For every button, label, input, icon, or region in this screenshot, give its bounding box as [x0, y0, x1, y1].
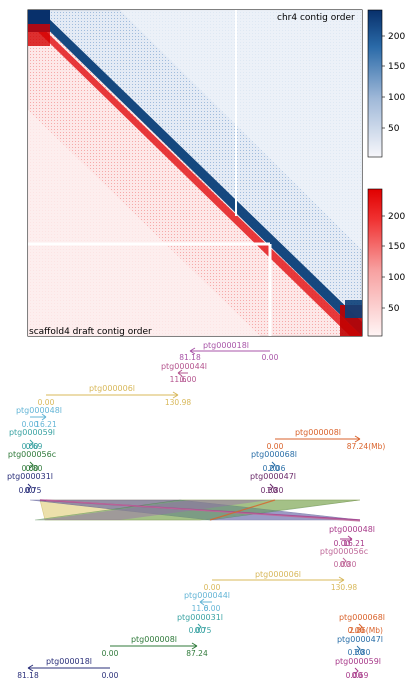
svg-text:ptg000068l: ptg000068l: [339, 613, 385, 622]
svg-text:1.80: 1.80: [267, 486, 284, 495]
svg-text:0.00: 0.00: [22, 420, 39, 429]
svg-text:0.00: 0.00: [38, 398, 55, 407]
svg-text:ptg000031l: ptg000031l: [7, 472, 53, 481]
upper-track-ptg000048l: ptg000048l 0.00 16.21: [16, 406, 62, 429]
upper-track-ptg000044l: ptg000044l 11.6 0.00: [161, 362, 207, 384]
svg-text:ptg000008l: ptg000008l: [131, 635, 177, 644]
svg-text:ptg000048l: ptg000048l: [329, 525, 375, 534]
svg-text:0.00: 0.00: [102, 649, 119, 658]
svg-text:ptg000047l: ptg000047l: [250, 472, 296, 481]
svg-text:0.00: 0.00: [102, 671, 119, 680]
blue-tick: 50: [388, 124, 400, 134]
lower-track-ptg000068l: ptg000068l 0.00 2.06(Mb): [339, 613, 385, 635]
svg-text:2.06: 2.06: [269, 464, 286, 473]
lower-track-ptg000048l: ptg000048l 0.00 16.21: [329, 525, 375, 548]
svg-text:0.00: 0.00: [22, 464, 39, 473]
svg-text:0.69: 0.69: [26, 442, 43, 451]
svg-text:130.98: 130.98: [331, 583, 357, 592]
svg-text:0.75: 0.75: [25, 486, 42, 495]
lower-track-ptg000008l: ptg000008l 0.00 87.24: [102, 635, 208, 658]
upper-track-ptg000056c: ptg000056c 0.00 0.80: [8, 450, 56, 473]
svg-text:0.00: 0.00: [263, 464, 280, 473]
svg-text:0.00: 0.00: [334, 560, 351, 569]
svg-text:0.00: 0.00: [189, 626, 206, 635]
lower-contig-tracks: ptg000048l 0.00 16.21 ptg000056c 0.00 0.…: [17, 525, 385, 680]
synteny-ribbons: [29, 499, 361, 522]
svg-text:0.00: 0.00: [180, 375, 197, 384]
svg-text:ptg000056c: ptg000056c: [8, 450, 56, 459]
svg-text:ptg000059l: ptg000059l: [9, 428, 55, 437]
svg-text:ptg000018l: ptg000018l: [46, 657, 92, 666]
lower-track-ptg000006l: ptg000006l 0.00 130.98: [204, 570, 358, 592]
red-tick: 150: [388, 242, 405, 252]
lower-track-ptg000056c: ptg000056c 0.00 0.80: [320, 547, 368, 569]
lower-track-ptg000018l: ptg000018l 81.18 0.00: [17, 657, 118, 680]
svg-text:0.69: 0.69: [352, 671, 369, 680]
svg-text:ptg000031l: ptg000031l: [177, 613, 223, 622]
svg-text:0.00: 0.00: [348, 626, 365, 635]
red-tick: 50: [388, 304, 400, 314]
svg-text:1.80: 1.80: [354, 648, 371, 657]
svg-text:16.21: 16.21: [35, 420, 57, 429]
svg-text:81.18: 81.18: [179, 353, 201, 362]
lower-track-ptg000047l: ptg000047l 0.00 1.80: [337, 635, 383, 657]
upper-track-ptg000008l: ptg000008l 0.00 87.24(Mb): [267, 428, 386, 451]
svg-text:0.00: 0.00: [262, 353, 279, 362]
svg-text:ptg000068l: ptg000068l: [251, 450, 297, 459]
heatmap-bottom-label: scaffold4 draft contig order: [29, 327, 152, 337]
red-tick: 100: [388, 273, 405, 283]
svg-text:ptg000059l: ptg000059l: [335, 657, 381, 666]
contact-heatmap: chr4 contig order scaffold4 draft contig…: [27, 9, 363, 337]
blue-colorbar: 200 150 100 50: [367, 9, 405, 158]
heatmap-top-label: chr4 contig order: [277, 13, 355, 23]
blue-tick: 150: [388, 62, 405, 72]
lower-track-ptg000044l: ptg000044l 0.00 11.6: [184, 591, 230, 613]
svg-text:ptg000006l: ptg000006l: [255, 570, 301, 579]
svg-text:0.00: 0.00: [348, 648, 365, 657]
upper-track-ptg000059l: ptg000059l 0.00 0.69: [9, 428, 55, 451]
svg-text:0.00: 0.00: [204, 583, 221, 592]
upper-track-ptg000031l: ptg000031l 0.00 0.75: [7, 472, 53, 495]
svg-text:87.24(Mb): 87.24(Mb): [347, 442, 386, 451]
svg-text:0.00: 0.00: [22, 442, 39, 451]
svg-text:0.75: 0.75: [195, 626, 212, 635]
svg-text:ptg000044l: ptg000044l: [161, 362, 207, 371]
svg-text:0.80: 0.80: [340, 560, 357, 569]
lower-track-ptg000059l: ptg000059l 0.00 0.69: [335, 657, 381, 680]
svg-text:ptg000048l: ptg000048l: [16, 406, 62, 415]
svg-text:ptg000047l: ptg000047l: [337, 635, 383, 644]
upper-track-ptg000018l: ptg000018l 81.18 0.00: [179, 341, 278, 362]
svg-text:ptg000056c: ptg000056c: [320, 547, 368, 556]
svg-text:2.06(Mb): 2.06(Mb): [349, 626, 383, 635]
svg-text:0.00: 0.00: [261, 486, 278, 495]
upper-track-ptg000068l: ptg000068l 0.00 2.06: [251, 450, 297, 473]
upper-contig-tracks: ptg000018l 81.18 0.00 ptg000044l 11.6 0.…: [7, 341, 385, 495]
upper-track-ptg000047l: ptg000047l 0.00 1.80: [250, 472, 296, 495]
svg-text:0.00: 0.00: [19, 486, 36, 495]
svg-text:ptg000006l: ptg000006l: [89, 384, 135, 393]
svg-text:11.6: 11.6: [192, 604, 209, 613]
svg-text:0.00: 0.00: [204, 604, 221, 613]
blue-tick: 200: [388, 32, 405, 42]
blue-tick: 100: [388, 93, 405, 103]
svg-text:ptg000008l: ptg000008l: [295, 428, 341, 437]
svg-text:0.00: 0.00: [267, 442, 284, 451]
svg-text:81.18: 81.18: [17, 671, 39, 680]
svg-text:ptg000018l: ptg000018l: [203, 341, 249, 350]
svg-text:16.21: 16.21: [343, 539, 365, 548]
red-colorbar: 200 150 100 50: [367, 188, 405, 337]
svg-text:ptg000044l: ptg000044l: [184, 591, 230, 600]
svg-text:11.6: 11.6: [170, 375, 187, 384]
svg-text:0.00: 0.00: [334, 539, 351, 548]
svg-text:130.98: 130.98: [165, 398, 191, 407]
red-tick: 200: [388, 212, 405, 222]
svg-text:87.24: 87.24: [186, 649, 208, 658]
svg-text:0.80: 0.80: [26, 464, 43, 473]
svg-text:0.00: 0.00: [346, 671, 363, 680]
lower-track-ptg000031l: ptg000031l 0.00 0.75: [177, 613, 223, 635]
upper-track-ptg000006l: ptg000006l 0.00 130.98: [38, 384, 192, 407]
